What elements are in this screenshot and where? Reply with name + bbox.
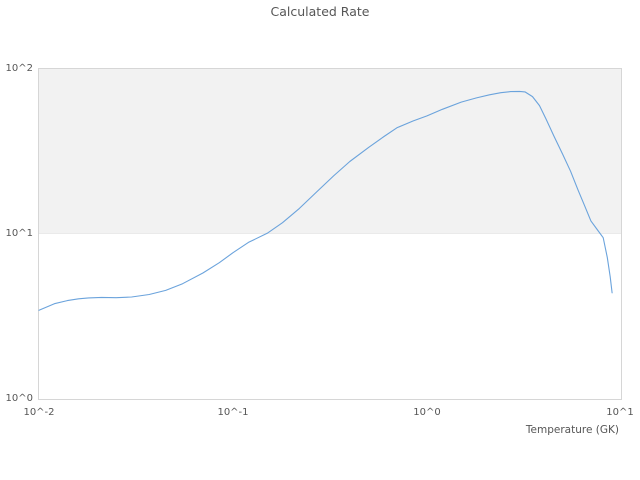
y-tick-label-1e1: 10^1 <box>5 228 33 239</box>
x-tick-label-1e-2: 10^-2 <box>23 407 55 418</box>
x-tick-label-1e1: 10^1 <box>606 407 634 418</box>
y-tick-label-1e2: 10^2 <box>5 63 33 74</box>
x-axis-label: Temperature (GK) <box>525 424 619 436</box>
series-plot <box>38 90 613 311</box>
log-band-decade-10-100 <box>39 69 621 234</box>
x-tick-label-1e-1: 10^-1 <box>217 407 249 418</box>
plot-area <box>38 68 622 400</box>
chart-title: Calculated Rate <box>270 4 370 19</box>
x-tick-label-1e0: 10^0 <box>413 407 441 418</box>
y-tick-label-1e0: 10^0 <box>5 393 33 404</box>
rate-series-line <box>38 90 613 311</box>
